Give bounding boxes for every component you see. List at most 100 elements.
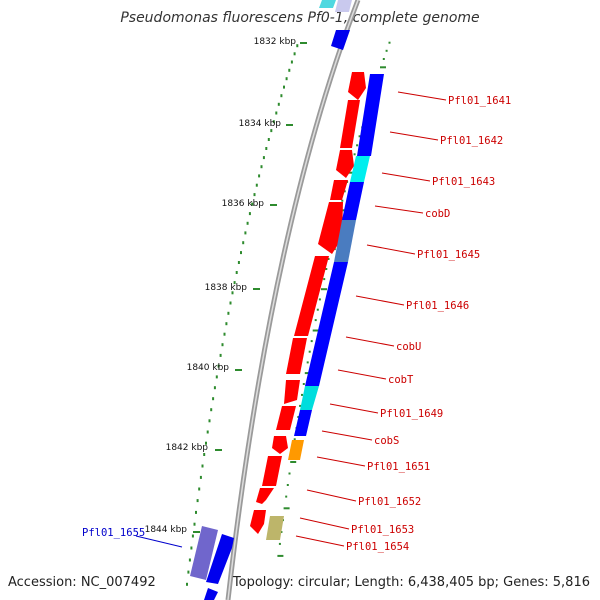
scale-dot — [217, 364, 220, 368]
scale-dash — [278, 542, 281, 545]
gene-block-top-cyan[interactable] — [319, 0, 336, 8]
scale-dot — [237, 261, 240, 264]
tick-label: 1842 kbp — [166, 443, 209, 453]
cds-arrow[interactable] — [262, 456, 282, 486]
strand-block[interactable] — [294, 410, 312, 436]
scale-dot — [187, 570, 190, 574]
scale-dash — [348, 171, 355, 174]
scale-dash — [301, 393, 303, 396]
strand-block[interactable] — [305, 262, 348, 386]
gene-labels: Pfl01_1641 Pfl01_1642 Pfl01_1643 cobD Pf… — [82, 95, 511, 553]
scale-dash — [286, 484, 289, 486]
gene-label[interactable]: Pfl01_1642 — [440, 135, 503, 147]
strand-block-khaki[interactable] — [266, 516, 284, 540]
accession-text: Accession: NC_007492 — [8, 575, 156, 590]
gene-label[interactable]: Pfl01_1646 — [406, 300, 469, 312]
scale-dot — [208, 419, 211, 423]
gene-label[interactable]: cobD — [425, 208, 450, 220]
strand-block-cyan[interactable] — [350, 156, 370, 182]
cds-arrow[interactable] — [294, 256, 329, 336]
scale-dot — [223, 332, 226, 336]
scale-dot — [283, 85, 285, 89]
scale-dot — [251, 202, 254, 206]
scale-dot — [198, 487, 201, 491]
cds-track — [250, 72, 366, 534]
gene-arrow-blue[interactable] — [206, 534, 234, 584]
gene-block-slate[interactable] — [190, 526, 218, 580]
gene-label[interactable]: Pfl01_1653 — [351, 524, 414, 536]
strand-block[interactable] — [342, 182, 364, 220]
cds-arrow[interactable] — [272, 436, 288, 454]
scale-dash — [304, 372, 311, 375]
scale-dash — [343, 190, 346, 193]
cds-arrow[interactable] — [284, 380, 300, 404]
scale-dot — [242, 241, 245, 245]
scale-dash — [327, 258, 330, 260]
label-leader-blue — [135, 535, 183, 548]
tick-label: 1836 kbp — [222, 199, 265, 209]
scale-dot — [191, 534, 194, 538]
scale-dot — [231, 291, 234, 295]
scale-dot — [188, 558, 191, 562]
gene-label[interactable]: Pfl01_1652 — [358, 496, 421, 508]
scale-dot — [248, 212, 251, 216]
gene-label[interactable]: Pfl01_1645 — [417, 249, 480, 261]
strand-block[interactable] — [357, 74, 384, 156]
scale-dot — [277, 102, 280, 106]
cds-arrow[interactable] — [330, 180, 348, 200]
scale-ticks: 1832 kbp 1834 kbp 1836 kbp 1838 kbp 1840… — [145, 37, 307, 535]
cds-arrow[interactable] — [276, 406, 296, 430]
gene-label[interactable]: Pfl01_1641 — [448, 95, 511, 107]
scale-dot — [196, 499, 199, 503]
scale-dot — [255, 183, 258, 187]
gene-label[interactable]: Pfl01_1649 — [380, 408, 443, 420]
gene-label[interactable]: Pfl01_1643 — [432, 176, 495, 188]
strand-block-orange[interactable] — [288, 440, 304, 460]
gene-arrow-top-blue[interactable] — [331, 30, 350, 50]
scale-dash — [277, 554, 284, 557]
gene-block-top-pale[interactable] — [335, 0, 352, 12]
scale-dot — [258, 174, 261, 178]
scale-dot — [265, 147, 268, 150]
scale-dot — [229, 301, 232, 305]
strand-block-cyan[interactable] — [300, 386, 319, 410]
cds-arrow[interactable] — [256, 488, 274, 504]
scale-dot — [262, 156, 265, 160]
scale-dot — [205, 441, 207, 445]
gene-label[interactable]: Pfl01_1654 — [346, 541, 409, 553]
genome-summary: Topology: circular; Length: 6,438,405 bp… — [232, 575, 590, 590]
strand-block-steel[interactable] — [334, 220, 356, 262]
gene-label[interactable]: Pfl01_1655 — [82, 527, 145, 539]
scale-dash — [341, 199, 344, 202]
gene-arrow-blue-bottom[interactable] — [204, 588, 218, 600]
scale-dot — [215, 375, 218, 379]
gene-label[interactable]: cobS — [374, 435, 399, 447]
scale-dot — [227, 311, 230, 315]
scale-dash — [382, 58, 385, 60]
scale-dash — [288, 472, 291, 475]
gene-label[interactable]: cobT — [388, 374, 414, 386]
cds-arrow[interactable] — [348, 72, 366, 100]
scale-dot — [190, 546, 193, 550]
scale-dash — [314, 319, 317, 322]
tick-label: 1838 kbp — [205, 283, 248, 293]
scale-dot — [293, 52, 296, 56]
cds-arrow[interactable] — [318, 202, 343, 254]
scale-dot — [260, 165, 263, 169]
cds-arrow[interactable] — [336, 150, 354, 178]
cds-arrow[interactable] — [340, 100, 360, 148]
scale-dash — [306, 361, 309, 364]
scale-dot — [244, 231, 247, 235]
scale-dash — [310, 340, 313, 343]
gene-label[interactable]: cobU — [396, 341, 421, 353]
scale-dot — [246, 221, 249, 225]
gene-label[interactable]: Pfl01_1651 — [367, 461, 430, 473]
scale-dot — [199, 475, 202, 479]
scale-dot — [296, 44, 299, 48]
scale-dash — [283, 507, 290, 510]
cds-arrow[interactable] — [286, 338, 307, 374]
scale-dot — [203, 453, 206, 456]
scale-dash — [280, 531, 283, 533]
cds-arrow[interactable] — [250, 510, 266, 534]
